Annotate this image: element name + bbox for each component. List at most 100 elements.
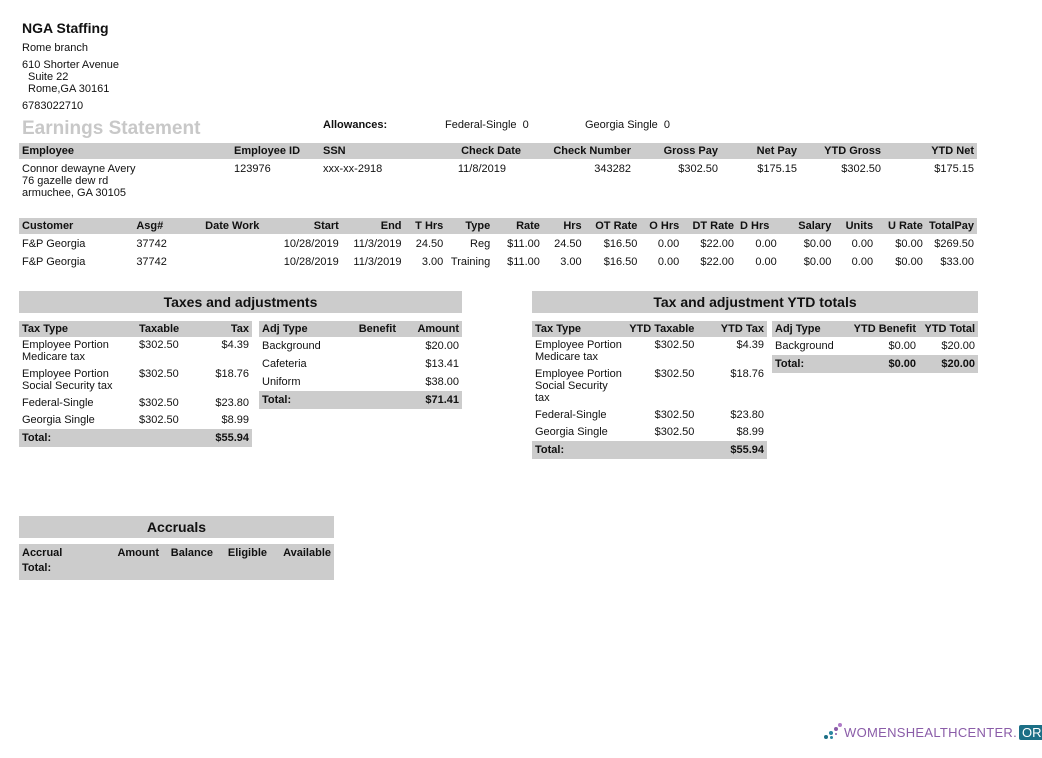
ytd-adj-total: $20.00 bbox=[919, 355, 978, 373]
cell-total-pay: $33.00 bbox=[940, 256, 974, 268]
cell-ytd-tax: $18.76 bbox=[730, 368, 764, 380]
empty-cell bbox=[270, 562, 334, 580]
cell-tax-type: Federal-Single bbox=[535, 409, 607, 421]
ytd-section-title: Tax and adjustment YTD totals bbox=[532, 291, 978, 313]
col-total-pay: TotalPay bbox=[925, 218, 977, 234]
cell-o-hrs: 0.00 bbox=[657, 256, 680, 268]
table-row: Employee Portion Social Security tax $30… bbox=[532, 366, 767, 407]
employee-id: 123976 bbox=[234, 163, 271, 175]
cell-t-hrs: 3.00 bbox=[421, 256, 444, 268]
watermark-logo: WOMENSHEALTHCENTER. ORG bbox=[822, 722, 1042, 742]
table-header-row: Tax Type YTD Taxable YTD Tax bbox=[532, 321, 767, 337]
ytd-net: $175.15 bbox=[934, 163, 974, 175]
col-units: Units bbox=[834, 218, 877, 234]
cell-tax-type: Federal-Single bbox=[22, 397, 94, 409]
table-header-row: Tax Type Taxable Tax bbox=[19, 321, 252, 337]
work-hours-table: Customer Asg# Date Work Start End T Hrs … bbox=[19, 218, 977, 270]
ssn: xxx-xx-2918 bbox=[323, 163, 383, 175]
cell-taxable: $302.50 bbox=[139, 339, 179, 351]
cell-end: 11/3/2019 bbox=[353, 238, 402, 250]
company-phone: 6783022710 bbox=[22, 100, 84, 112]
col-ytd-net: YTD Net bbox=[884, 143, 977, 159]
total-row: Total: $55.94 bbox=[19, 429, 252, 447]
col-ot-rate: OT Rate bbox=[584, 218, 641, 234]
cell-units: 0.00 bbox=[851, 238, 874, 250]
cell-tax: $4.39 bbox=[221, 339, 249, 351]
empty-cell bbox=[344, 391, 399, 409]
cell-ytd-taxable: $302.50 bbox=[654, 426, 695, 438]
cell-tax: $23.80 bbox=[215, 397, 249, 409]
ytd-adjustments-table: Adj Type YTD Benefit YTD Total Backgroun… bbox=[772, 321, 978, 373]
table-header-row: Adj Type Benefit Amount bbox=[259, 321, 462, 337]
cell-customer: F&P Georgia bbox=[22, 256, 86, 268]
cell-start: 10/28/2019 bbox=[283, 256, 339, 268]
cell-t-hrs: 24.50 bbox=[415, 238, 444, 250]
col-available: Available bbox=[270, 544, 334, 562]
col-u-rate: U Rate bbox=[876, 218, 926, 234]
col-gross-pay: Gross Pay bbox=[634, 143, 721, 159]
cell-taxable: $302.50 bbox=[139, 397, 179, 409]
cell-customer: F&P Georgia bbox=[22, 238, 86, 250]
empty-cell bbox=[162, 562, 216, 580]
cell-tax-type: Employee Portion Social Security tax bbox=[535, 368, 622, 404]
employee-street: 76 gazelle dew rd bbox=[22, 175, 109, 187]
cell-hrs: 3.00 bbox=[560, 256, 582, 268]
cell-o-hrs: 0.00 bbox=[657, 238, 680, 250]
table-row: Georgia Single $302.50 $8.99 bbox=[19, 412, 252, 429]
col-start: Start bbox=[262, 218, 342, 234]
check-date: 11/8/2019 bbox=[457, 163, 506, 175]
cell-ytd-taxable: $302.50 bbox=[654, 368, 695, 380]
table-row: Georgia Single $302.50 $8.99 bbox=[532, 424, 767, 441]
cell-tax: $18.76 bbox=[215, 368, 249, 380]
ytd-gross: $302.50 bbox=[841, 163, 881, 175]
cell-adj-type: Background bbox=[262, 340, 321, 352]
cell-ytd-taxable: $302.50 bbox=[654, 409, 695, 421]
col-d-hrs: D Hrs bbox=[737, 218, 780, 234]
total-label: Total: bbox=[772, 355, 847, 373]
cell-amount: $38.00 bbox=[425, 376, 459, 388]
table-header-row: Adj Type YTD Benefit YTD Total bbox=[772, 321, 978, 337]
ytd-tax-total: $55.94 bbox=[697, 441, 767, 459]
tax-total: $55.94 bbox=[194, 429, 252, 447]
accruals-section-title: Accruals bbox=[19, 516, 334, 538]
cell-tax-type: Georgia Single bbox=[22, 414, 95, 426]
cell-ot-rate: $16.50 bbox=[603, 256, 638, 268]
total-row: Total: $0.00 $20.00 bbox=[772, 355, 978, 373]
cell-ytd-tax: $8.99 bbox=[736, 426, 764, 438]
check-number: 343282 bbox=[594, 163, 631, 175]
total-label: Total: bbox=[259, 391, 344, 409]
net-pay: $175.15 bbox=[757, 163, 797, 175]
col-ytd-gross: YTD Gross bbox=[800, 143, 884, 159]
table-row: F&P Georgia 37742 10/28/2019 11/3/2019 2… bbox=[19, 234, 977, 252]
cell-u-rate: $0.00 bbox=[895, 238, 923, 250]
cell-u-rate: $0.00 bbox=[895, 256, 923, 268]
cell-date-work bbox=[185, 234, 262, 252]
col-adj-type: Adj Type bbox=[259, 321, 344, 337]
cell-taxable: $302.50 bbox=[139, 414, 179, 426]
cell-amount: $20.00 bbox=[425, 340, 459, 352]
total-label: Total: bbox=[19, 429, 119, 447]
empty-cell bbox=[626, 441, 698, 459]
col-ytd-tax: YTD Tax bbox=[697, 321, 767, 337]
cell-type: Reg bbox=[470, 238, 491, 250]
cell-hrs: 24.50 bbox=[554, 238, 582, 250]
watermark-org-badge: ORG bbox=[1019, 724, 1042, 740]
employee-name: Connor dewayne Avery bbox=[22, 163, 136, 175]
col-amount: Amount bbox=[114, 544, 162, 562]
table-header-row: Accrual Amount Balance Eligible Availabl… bbox=[19, 544, 334, 562]
cell-type: Training bbox=[450, 256, 491, 268]
cell-adj-type: Background bbox=[775, 340, 834, 352]
table-row: F&P Georgia 37742 10/28/2019 11/3/2019 3… bbox=[19, 252, 977, 270]
branch-name: Rome branch bbox=[22, 42, 89, 54]
ytd-taxes-table: Tax Type YTD Taxable YTD Tax Employee Po… bbox=[532, 321, 767, 459]
address-line: Rome,GA 30161 bbox=[28, 83, 110, 95]
col-tax: Tax bbox=[194, 321, 252, 337]
cell-benefit bbox=[344, 373, 399, 391]
table-header-row: Customer Asg# Date Work Start End T Hrs … bbox=[19, 218, 977, 234]
col-net-pay: Net Pay bbox=[721, 143, 800, 159]
cell-rate: $11.00 bbox=[507, 256, 540, 268]
cell-ytd-total: $20.00 bbox=[941, 340, 975, 352]
cell-salary: $0.00 bbox=[803, 256, 832, 268]
col-employee-id: Employee ID bbox=[231, 143, 320, 159]
ytd-benefit-total: $0.00 bbox=[847, 355, 919, 373]
